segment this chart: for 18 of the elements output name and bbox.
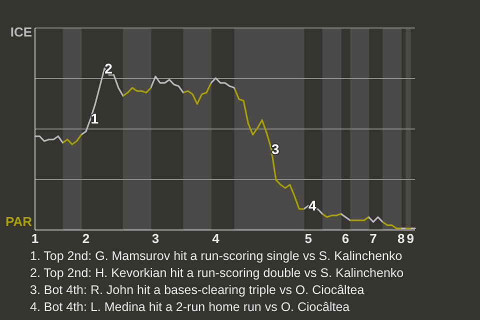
x-tick-label: 1 [31,231,39,246]
text: ICE [10,24,32,40]
x-tick-label: 3 [152,231,160,246]
x-tick-label: 4 [212,231,220,246]
text: 4. Bot 4th: L. Medina hit a 2-run home run vs O. Ciocâltea [30,300,350,314]
x-tick-label: 6 [342,231,350,246]
x-tick-label: 8 [397,231,405,246]
x-tick-label: 2 [82,231,90,246]
x-tick-label: 5 [304,231,312,246]
text: PAR [6,214,33,229]
text: 2. Top 2nd: H. Kevorkian hit a run-scoring double vs S. Kalinchenko [30,266,404,280]
x-tick-label: 9 [406,231,414,246]
text: 1. Top 2nd: G. Mamsurov hit a run-scoring single vs S. Kalinchenko [30,249,402,263]
annotation: 1 [90,110,99,126]
annotation: 3 [271,141,280,158]
text: 3. Bot 4th: R. John hit a bases-clearing triple vs O. Ciocâltea [30,283,364,297]
x-tick-label: 7 [370,231,377,246]
annotation: 2 [104,60,113,76]
